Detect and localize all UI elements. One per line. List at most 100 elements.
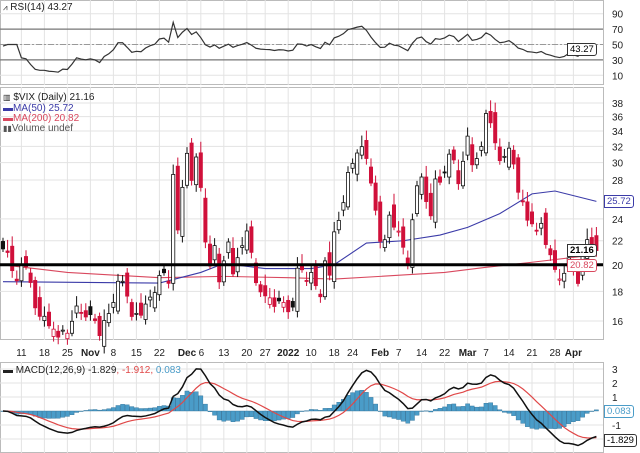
candle-body — [447, 153, 452, 178]
macd-histogram-bar — [345, 395, 351, 412]
x-tick-label: Feb — [371, 348, 389, 359]
x-tick-label: Nov — [81, 348, 100, 359]
macd-histogram-bar — [451, 403, 457, 412]
macd-histogram-bar — [377, 410, 383, 412]
macd-histogram-bar — [290, 410, 296, 418]
candle-body — [189, 142, 194, 181]
candle-body — [396, 230, 401, 233]
candle-body — [88, 306, 93, 316]
candle-body — [184, 152, 189, 186]
candle-body — [134, 312, 139, 315]
candle-body — [401, 226, 406, 248]
candle-body — [171, 174, 176, 284]
candle-body — [456, 170, 461, 185]
candle-body — [470, 144, 475, 166]
rsi-title-text: RSI(14) 43.27 — [10, 2, 73, 13]
candle-body — [553, 250, 558, 270]
candle-body — [276, 297, 281, 302]
macd-histogram-bar — [327, 408, 332, 412]
macd-histogram-bar — [207, 410, 213, 412]
macd-histogram-bar — [548, 410, 553, 429]
candle-body — [23, 256, 28, 268]
macd-title: ▬ MACD(12,26,9) -1.829, -1.912, 0.083 — [3, 365, 181, 376]
rsi-line — [2, 20, 597, 73]
candle-body — [281, 302, 286, 308]
macd-histogram-bar — [124, 404, 130, 412]
price-axis-label: 34 — [612, 127, 624, 138]
candle-body — [5, 250, 10, 253]
candle-body — [345, 172, 350, 208]
candle-body — [194, 156, 199, 186]
candle-body — [382, 239, 387, 248]
macd-axis-label: -1 — [612, 421, 621, 432]
ma50-line — [2, 190, 597, 284]
candle-body — [212, 245, 217, 261]
x-tick-label: 2022 — [277, 348, 300, 359]
candle-body — [28, 272, 33, 283]
macd-histogram-bar — [221, 410, 227, 422]
macd-histogram-bar — [566, 410, 572, 424]
candle-body — [267, 297, 272, 305]
x-tick-label: Mar — [459, 348, 477, 359]
candle-body — [309, 272, 314, 284]
candle-body — [318, 293, 323, 298]
legend-ma200-label: MA(200) 20.82 — [13, 113, 80, 124]
candle-body — [520, 200, 525, 203]
macd-histogram-bar — [575, 410, 581, 421]
price-axis-label: 32 — [612, 142, 624, 153]
macd-histogram-bar — [51, 410, 56, 419]
legend-ma50: ▬MA(50) 25.72 — [3, 103, 74, 114]
macd-histogram-bar — [226, 410, 231, 421]
macd-histogram-bar — [55, 410, 61, 419]
price-axis-label: 38 — [612, 99, 624, 110]
price-axis-label: 16 — [612, 317, 624, 328]
macd-histogram-bar — [97, 409, 102, 412]
candle-body — [129, 302, 134, 317]
candle-body — [502, 155, 507, 158]
macd-histogram-bar — [368, 397, 374, 412]
macd-histogram-bar — [308, 409, 314, 412]
macd-histogram-bar — [373, 403, 378, 412]
macd-title-text: MACD(12,26,9) — [15, 365, 86, 376]
macd-histogram-bar — [488, 402, 493, 412]
macd-histogram-bar — [88, 409, 93, 412]
candle-body — [198, 152, 203, 188]
candle-body — [341, 202, 346, 211]
candle-body — [207, 243, 212, 267]
macd-hist-value: 0.083 — [155, 365, 181, 376]
macd-axis-label: 3 — [612, 365, 618, 376]
legend-volume-label: Volume undef — [11, 123, 73, 134]
macd-histogram-bar — [511, 410, 516, 416]
candle-body — [525, 201, 530, 221]
macd-histogram-bar — [396, 410, 401, 420]
macd-histogram-bar — [184, 390, 190, 412]
candle-body — [217, 253, 222, 283]
macd-axis-label: 1 — [612, 393, 618, 404]
macd-histogram-bar — [74, 410, 79, 413]
macd-histogram-bar — [433, 409, 438, 412]
candle-body — [350, 163, 355, 169]
candle-body — [290, 301, 295, 308]
candle-body — [442, 171, 447, 174]
candle-body — [125, 272, 130, 297]
macd-histogram-bar — [428, 410, 434, 413]
x-tick-label: 22 — [439, 348, 451, 359]
macd-histogram-bar — [115, 405, 121, 412]
macd-histogram-bar — [216, 410, 222, 421]
macd-histogram-bar — [520, 410, 526, 424]
candle-body — [175, 165, 180, 231]
candle-body — [410, 219, 415, 268]
macd-histogram-bar — [299, 410, 305, 412]
candle-body — [530, 211, 535, 225]
candle-body — [83, 310, 88, 318]
macd-histogram-bar — [391, 410, 397, 419]
macd-histogram-bar — [419, 410, 424, 412]
macd-histogram-bar — [584, 410, 590, 414]
macd-signal-line — [2, 380, 597, 439]
macd-histogram-bar — [446, 404, 452, 412]
candle-body — [258, 284, 263, 293]
rsi-value-tag: 43.27 — [567, 43, 597, 56]
candle-body — [37, 297, 42, 317]
macd-histogram-bar — [106, 408, 112, 412]
x-tick-label: Dec — [178, 348, 197, 359]
